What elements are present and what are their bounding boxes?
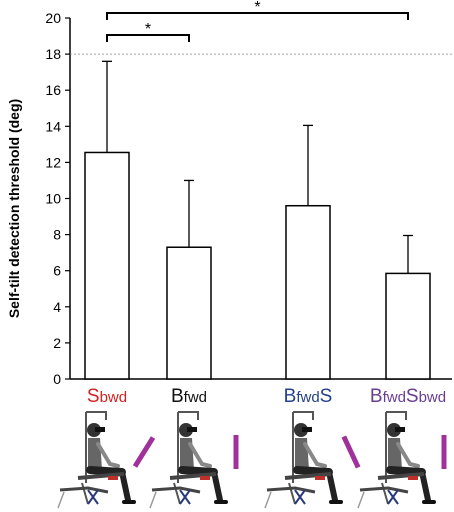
bar [84,151,130,380]
category-label-part: S [87,386,100,407]
significance-bracket [106,34,190,42]
y-tick-label: 14 [45,118,61,134]
y-tick-label: 18 [45,46,61,62]
category-label-part: B [370,386,383,407]
tilt-chair-icon [149,411,239,509]
category-label-part: S [320,386,333,407]
y-tick-label: 12 [45,154,61,170]
bar [285,204,331,380]
category-label: BfwdSbwd [370,386,446,407]
y-tick-label: 10 [45,191,61,207]
category-labels: Sbwd Bfwd BfwdS BfwdSbwd [87,386,446,407]
y-tick-label: 16 [45,82,61,98]
significance-brackets: ** [106,0,409,42]
category-label: Sbwd [87,386,127,407]
category-label-part: B [171,386,184,407]
illustrations [57,411,447,509]
y-tick-label: 8 [53,227,61,243]
y-axis-ticks: 0 2 4 6 8 10 12 14 16 18 20 [45,10,70,387]
tilt-chair-icon [264,411,361,509]
y-tick-label: 0 [53,371,61,387]
bar [166,246,212,380]
significance-bracket [106,12,409,20]
tilt-indicator [132,436,156,468]
significance-star: * [145,21,151,38]
category-label-part: bwd [100,389,128,406]
category-label-part: fwd [296,389,319,406]
category-label: BfwdS [284,386,333,407]
category-label-part: fwd [184,389,207,406]
category-label-part: fwd [383,389,406,406]
tilt-indicator [341,435,361,469]
bars-group [84,60,431,380]
category-label-part: B [284,386,297,407]
bar [385,272,431,380]
y-tick-label: 6 [53,263,61,279]
y-tick-label: 2 [53,335,61,351]
y-tick-label: 20 [45,10,61,26]
category-label-part: bwd [419,389,447,406]
y-tick-label: 4 [53,299,61,315]
tilt-chair-icon [57,411,156,509]
y-axis-label: Self-tilt detection threshold (deg) [6,99,22,318]
significance-star: * [254,0,260,16]
category-label: Bfwd [171,386,207,407]
category-label-part: S [406,386,419,407]
tilt-chair-icon [357,411,447,509]
